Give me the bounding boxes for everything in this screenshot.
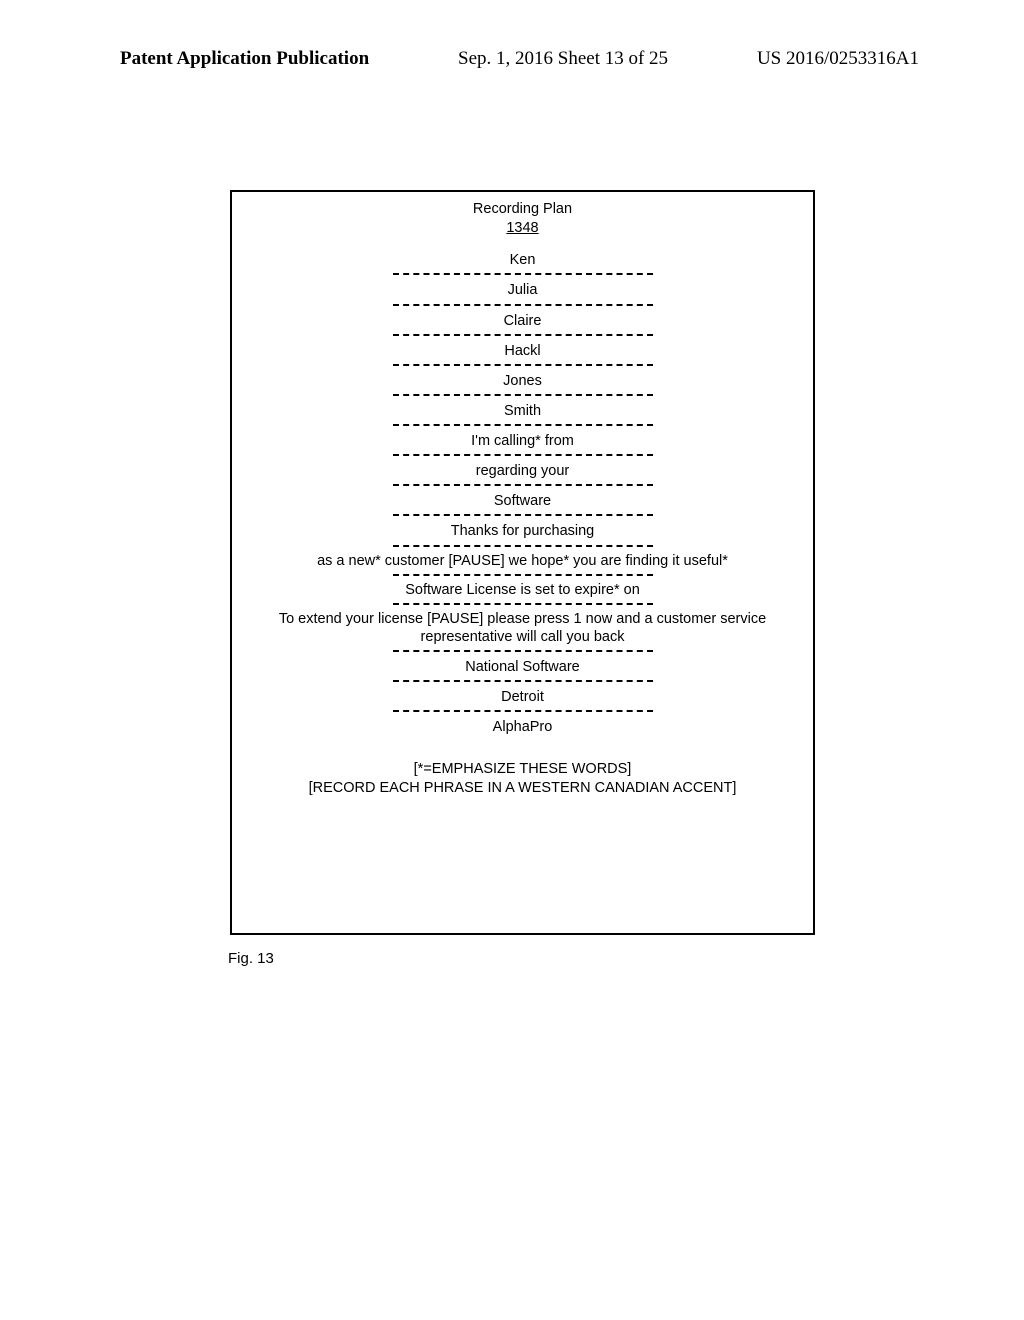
phrase-separator: [393, 273, 653, 275]
phrase-item: Software: [232, 488, 813, 512]
phrase-item: Claire: [232, 308, 813, 332]
phrase-separator: [393, 603, 653, 605]
phrase-separator: [393, 424, 653, 426]
phrase-item: Ken: [232, 247, 813, 271]
phrase-item: AlphaPro: [232, 714, 813, 738]
phrase-item: Julia: [232, 277, 813, 301]
phrase-separator: [393, 680, 653, 682]
phrase-separator: [393, 574, 653, 576]
phrase-item: I'm calling* from: [232, 428, 813, 452]
phrase-item: Software License is set to expire* on: [232, 578, 813, 601]
phrase-separator: [393, 545, 653, 547]
header-left: Patent Application Publication: [120, 48, 369, 70]
phrase-item: Thanks for purchasing: [232, 518, 813, 542]
phrase-item: Hackl: [232, 338, 813, 362]
phrase-separator: [393, 484, 653, 486]
phrase-item: Detroit: [232, 684, 813, 708]
phrase-separator: [393, 710, 653, 712]
phrase-item: Jones: [232, 368, 813, 392]
phrase-separator: [393, 454, 653, 456]
phrase-separator: [393, 334, 653, 336]
figure-caption: Fig. 13: [228, 950, 274, 967]
recording-instructions: [*=EMPHASIZE THESE WORDS] [RECORD EACH P…: [232, 760, 813, 798]
instruction-line: [RECORD EACH PHRASE IN A WESTERN CANADIA…: [232, 779, 813, 798]
figure-title: Recording Plan: [232, 200, 813, 218]
phrase-item: To extend your license [PAUSE] please pr…: [232, 607, 813, 648]
phrase-separator: [393, 304, 653, 306]
phrase-separator: [393, 514, 653, 516]
phrase-separator: [393, 364, 653, 366]
phrase-item: as a new* customer [PAUSE] we hope* you …: [232, 549, 813, 572]
phrase-item: Smith: [232, 398, 813, 422]
header-center: Sep. 1, 2016 Sheet 13 of 25: [458, 48, 668, 70]
phrase-separator: [393, 394, 653, 396]
instruction-line: [*=EMPHASIZE THESE WORDS]: [232, 760, 813, 779]
figure-reference-number: 1348: [232, 219, 813, 237]
phrase-separator: [393, 650, 653, 652]
page-header: Patent Application Publication Sep. 1, 2…: [0, 48, 1024, 70]
phrase-item: National Software: [232, 654, 813, 678]
phrase-item: regarding your: [232, 458, 813, 482]
recording-plan-box: Recording Plan 1348 Ken Julia Claire Hac…: [230, 190, 815, 935]
header-right: US 2016/0253316A1: [757, 48, 919, 70]
